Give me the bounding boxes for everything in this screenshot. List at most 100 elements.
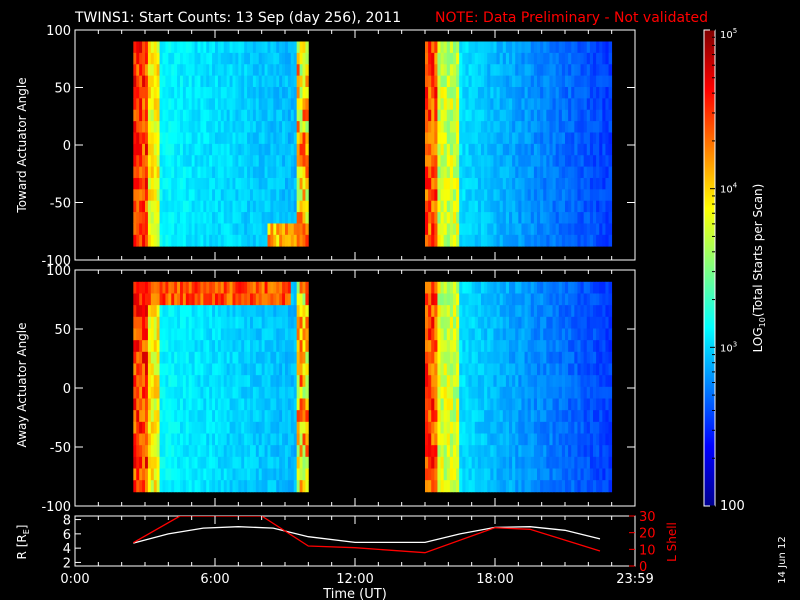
heatmap-cell (502, 52, 507, 65)
heatmap-cell (543, 421, 547, 434)
heatmap-cell (223, 281, 228, 294)
heatmap-cell (487, 109, 491, 122)
heatmap-cell (558, 351, 563, 364)
heatmap-cell (608, 64, 613, 77)
heatmap-cell (549, 328, 553, 341)
heatmap-cell (599, 121, 603, 133)
heatmap-cell (247, 200, 251, 213)
heatmap-cell (608, 155, 613, 167)
heatmap-cell (449, 305, 454, 318)
heatmap-cell (499, 177, 504, 190)
heatmap-cell (456, 305, 460, 318)
heatmap-cell (174, 189, 178, 202)
heatmap-cell (515, 155, 519, 167)
heatmap-cell (261, 64, 265, 77)
heatmap-cell (568, 305, 572, 318)
heatmap-cell (217, 456, 222, 469)
heatmap-cell (136, 189, 140, 202)
heatmap-cell (217, 421, 222, 434)
heatmap-cell (509, 410, 513, 423)
heatmap-cell (238, 223, 242, 236)
heatmap-cell (515, 340, 519, 353)
heatmap-cell (212, 328, 216, 341)
heatmap-cell (428, 75, 432, 88)
heatmap-cell (561, 75, 566, 88)
heatmap-cell (459, 64, 463, 77)
heatmap-cell (434, 293, 438, 306)
heatmap-cell (267, 480, 271, 493)
heatmap-cell (484, 293, 488, 306)
heatmap-cell (250, 328, 254, 341)
heatmap-cell (215, 177, 219, 190)
heatmap-cell (287, 234, 292, 247)
heatmap-cell (537, 155, 541, 167)
heatmap-cell (150, 363, 155, 376)
heatmap-cell (145, 223, 149, 236)
heatmap-cell (484, 351, 488, 364)
heatmap-cell (509, 177, 513, 190)
heatmap-cell (290, 212, 295, 224)
heatmap-cell (474, 41, 479, 54)
heatmap-cell (487, 445, 491, 458)
heatmap-cell (188, 132, 193, 145)
heatmap-cell (220, 316, 225, 329)
heatmap-cell (250, 445, 254, 458)
heatmap-cell (537, 328, 541, 341)
heatmap-cell (147, 386, 152, 399)
heatmap-cell (250, 340, 254, 353)
heatmap-cell (285, 234, 289, 247)
heatmap-cell (558, 433, 563, 446)
heatmap-cell (434, 166, 438, 179)
heatmap-cell (540, 316, 544, 329)
heatmap-cell (209, 166, 213, 179)
heatmap-cell (165, 445, 169, 458)
heatmap-cell (235, 64, 239, 77)
heatmap-cell (546, 98, 550, 111)
heatmap-cell (296, 86, 300, 99)
heatmap-cell (299, 41, 303, 54)
heatmap-cell (296, 480, 300, 493)
heatmap-cell (136, 98, 140, 111)
heatmap-cell (229, 281, 233, 294)
heatmap-cell (446, 375, 451, 388)
heatmap-cell (267, 386, 271, 399)
heatmap-cell (203, 75, 207, 88)
heatmap-cell (456, 64, 460, 77)
heatmap-cell (177, 143, 181, 156)
heatmap-cell (206, 189, 210, 202)
heatmap-cell (273, 351, 277, 364)
heatmap-cell (156, 456, 160, 469)
heatmap-cell (200, 223, 204, 236)
heatmap-cell (558, 64, 563, 77)
heatmap-cell (255, 132, 260, 145)
heatmap-cell (276, 305, 280, 318)
heatmap-cell (602, 41, 606, 54)
heatmap-cell (133, 189, 137, 202)
heatmap-cell (285, 386, 289, 399)
heatmap-cell (527, 421, 532, 434)
heatmap-cell (596, 166, 600, 179)
heatmap-cell (593, 316, 597, 329)
heatmap-cell (162, 305, 166, 318)
heatmap-cell (293, 363, 298, 376)
heatmap-cell (252, 109, 257, 122)
heatmap-cell (608, 293, 613, 306)
heatmap-cell (145, 375, 149, 388)
heatmap-cell (188, 121, 193, 133)
heatmap-cell (302, 316, 306, 329)
heatmap-cell (512, 410, 516, 423)
heatmap-cell (599, 109, 603, 122)
heatmap-cell (177, 155, 181, 167)
heatmap-cell (200, 375, 204, 388)
heatmap-cell (244, 363, 248, 376)
heatmap-cell (194, 421, 198, 434)
heatmap-cell (484, 64, 488, 77)
heatmap-cell (449, 433, 454, 446)
heatmap-cell (449, 155, 454, 167)
heatmap-cell (285, 41, 289, 54)
heatmap-cell (580, 386, 585, 399)
heatmap-cell (505, 189, 510, 202)
heatmap-cell (574, 421, 578, 434)
heatmap-cell (574, 200, 578, 213)
heatmap-cell (468, 351, 473, 364)
